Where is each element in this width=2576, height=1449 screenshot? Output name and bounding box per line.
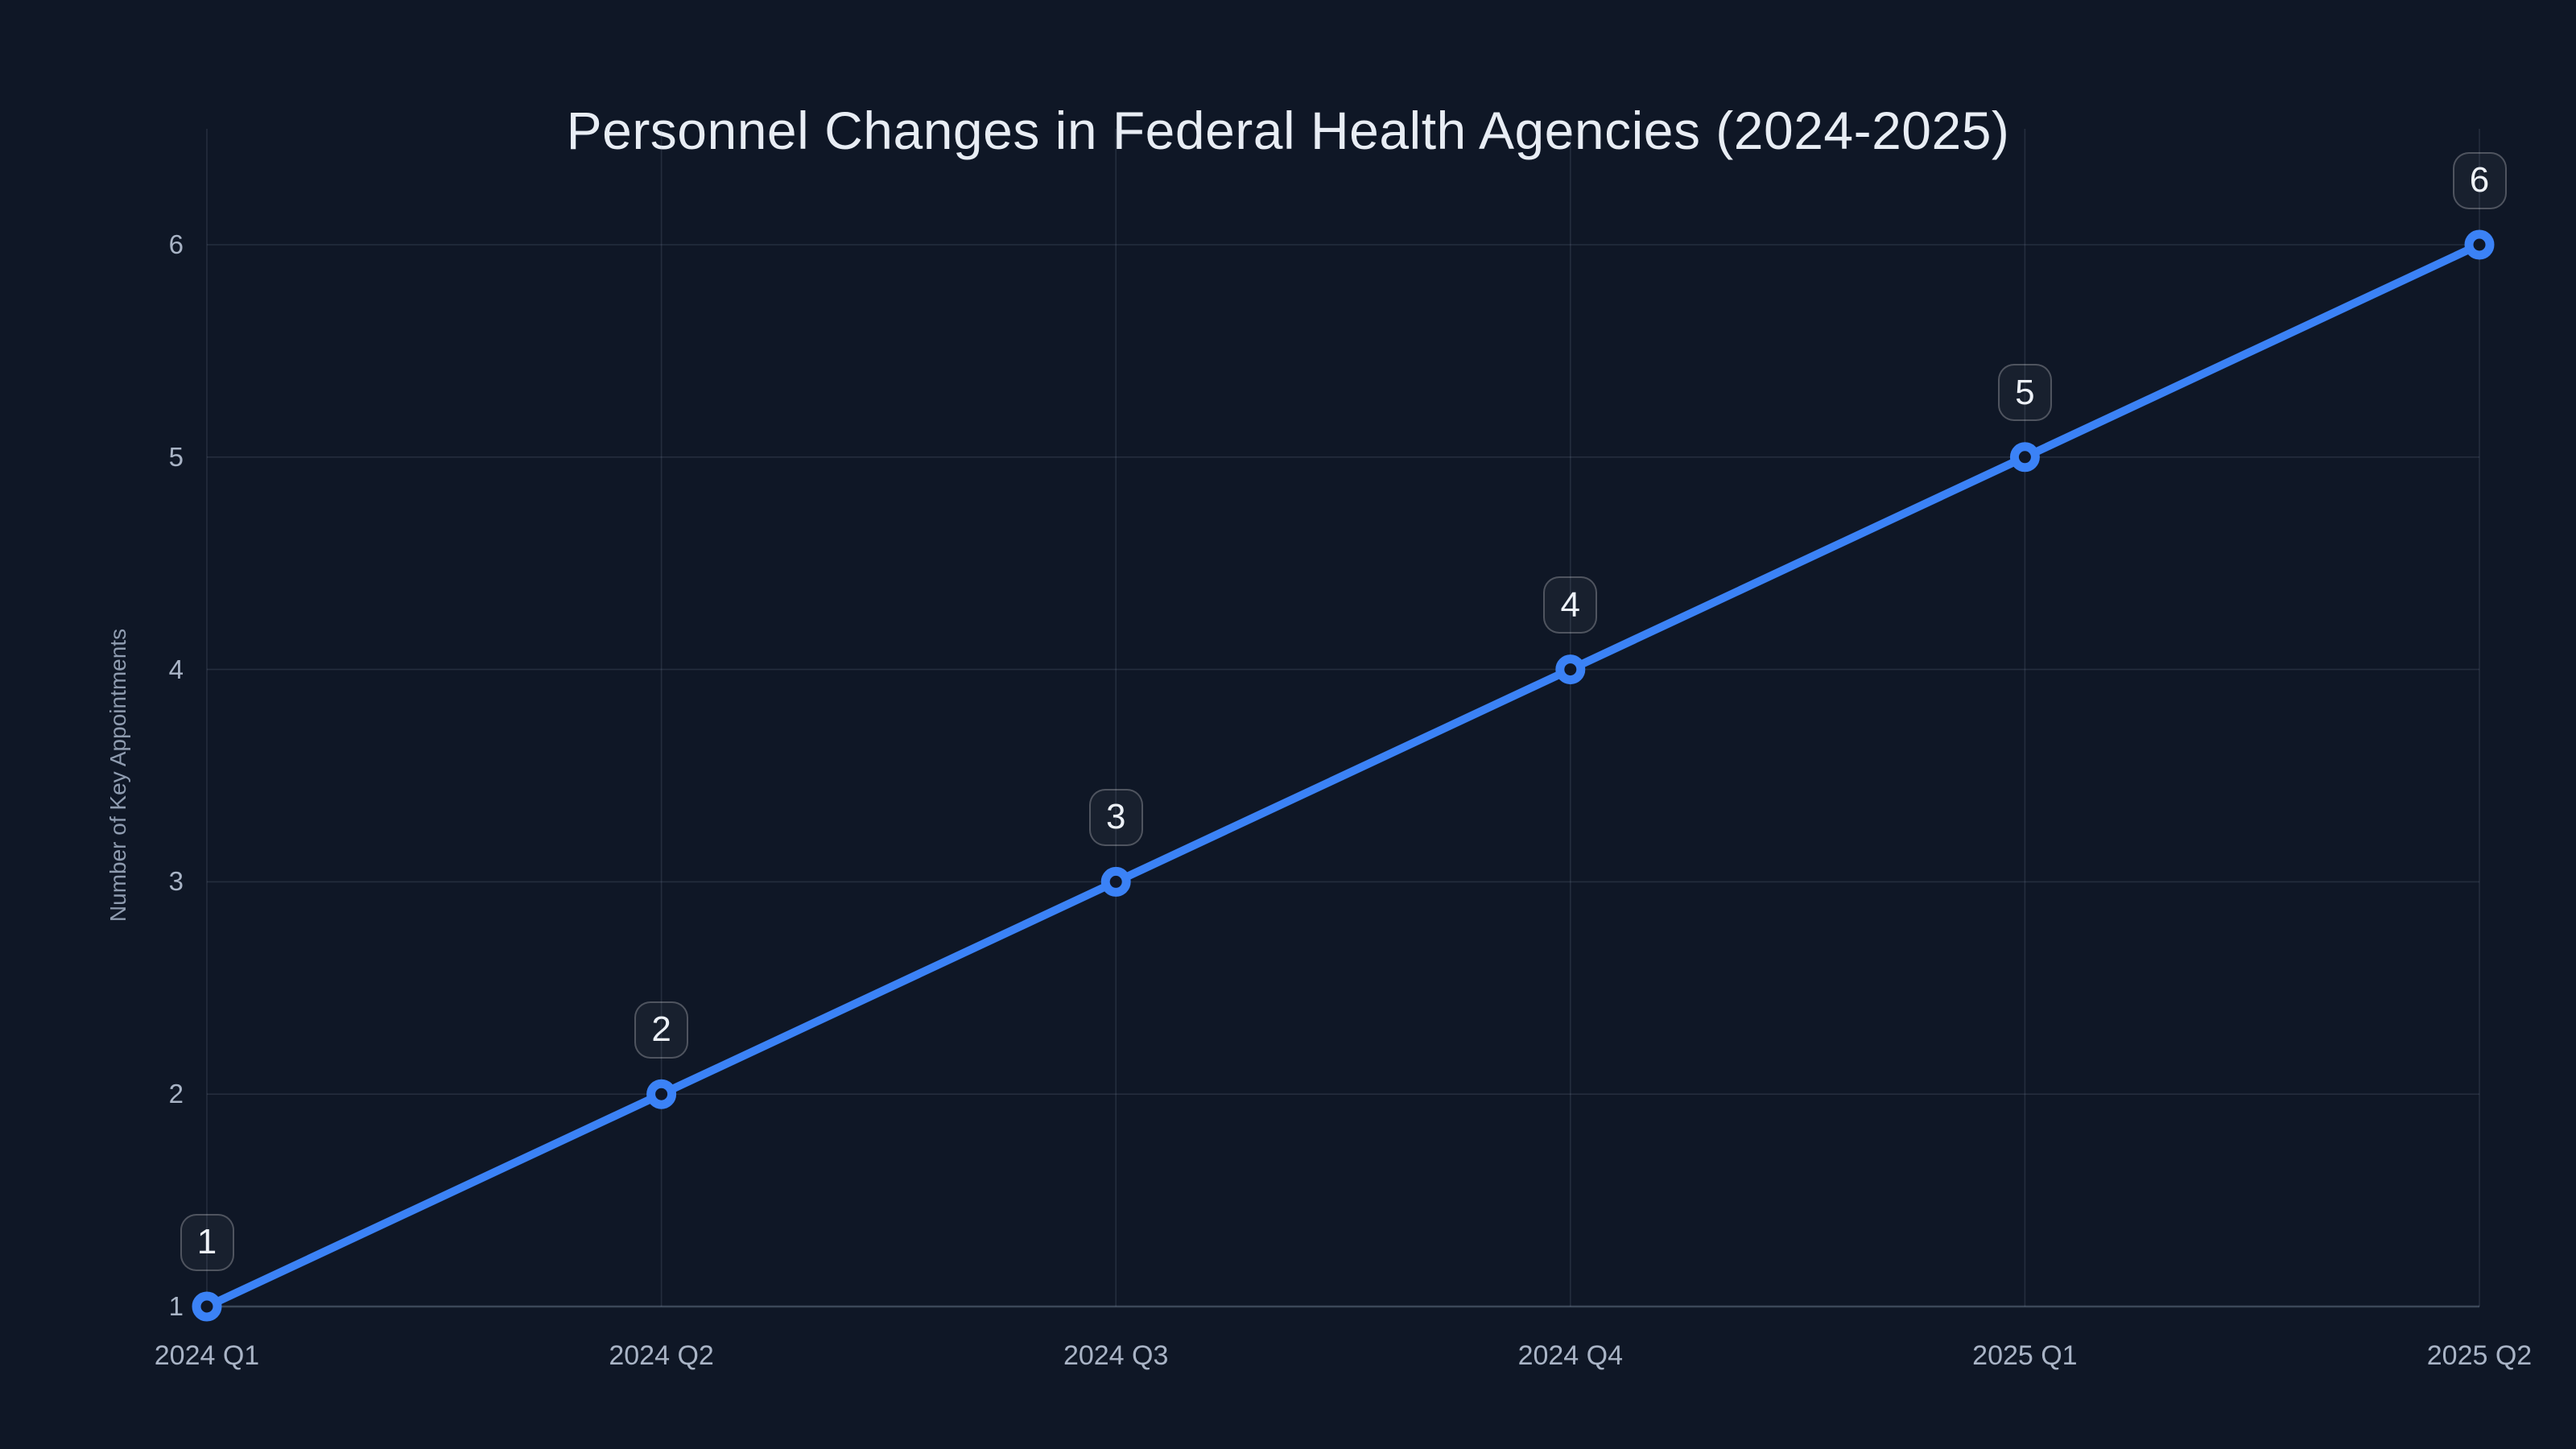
x-tick-label: 2024 Q3 [1063,1340,1169,1371]
x-tick-label: 2025 Q1 [1972,1340,2078,1371]
y-tick-label: 5 [168,441,184,472]
data-label-badge: 3 [1088,788,1143,846]
y-tick-label: 3 [168,866,184,897]
data-point-marker[interactable] [1100,866,1131,897]
data-label-badge: 2 [634,1001,689,1059]
data-point-marker[interactable] [2464,229,2495,260]
data-point-marker[interactable] [2009,442,2040,473]
x-tick-label: 2024 Q2 [609,1340,714,1371]
y-tick-label: 1 [168,1291,184,1321]
data-label-badge: 4 [1543,576,1598,634]
data-point-marker[interactable] [1555,654,1586,685]
x-tick-label: 2024 Q1 [154,1340,260,1371]
y-tick-label: 4 [168,654,184,684]
data-point-marker[interactable] [192,1291,222,1322]
series-line [203,241,2483,1311]
chart-title: Personnel Changes in Federal Health Agen… [566,101,2010,160]
data-label-badge: 1 [180,1213,234,1271]
x-tick-label: 2025 Q2 [2426,1340,2533,1371]
y-tick-label: 2 [168,1079,184,1109]
y-tick-label: 6 [168,229,184,259]
data-point-marker[interactable] [646,1079,677,1109]
data-label-badge: 5 [1997,364,2052,422]
data-label-badge: 6 [2452,151,2507,209]
x-tick-label: 2024 Q4 [1517,1340,1624,1371]
